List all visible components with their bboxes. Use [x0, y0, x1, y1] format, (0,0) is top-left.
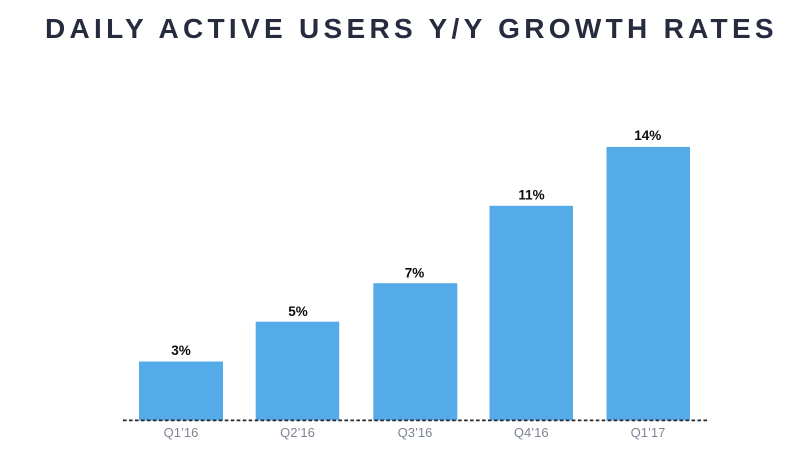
svg-text:5%: 5% [288, 304, 308, 319]
svg-text:14%: 14% [634, 128, 661, 143]
svg-text:7%: 7% [405, 265, 425, 280]
svg-text:3%: 3% [171, 343, 191, 358]
svg-text:Q4’16: Q4’16 [514, 425, 549, 440]
svg-text:11%: 11% [518, 187, 544, 202]
svg-text:Q2’16: Q2’16 [280, 425, 315, 440]
svg-text:Q1’17: Q1’17 [631, 425, 666, 440]
svg-text:Q3’16: Q3’16 [398, 425, 433, 440]
svg-text:Q1’16: Q1’16 [164, 425, 199, 440]
